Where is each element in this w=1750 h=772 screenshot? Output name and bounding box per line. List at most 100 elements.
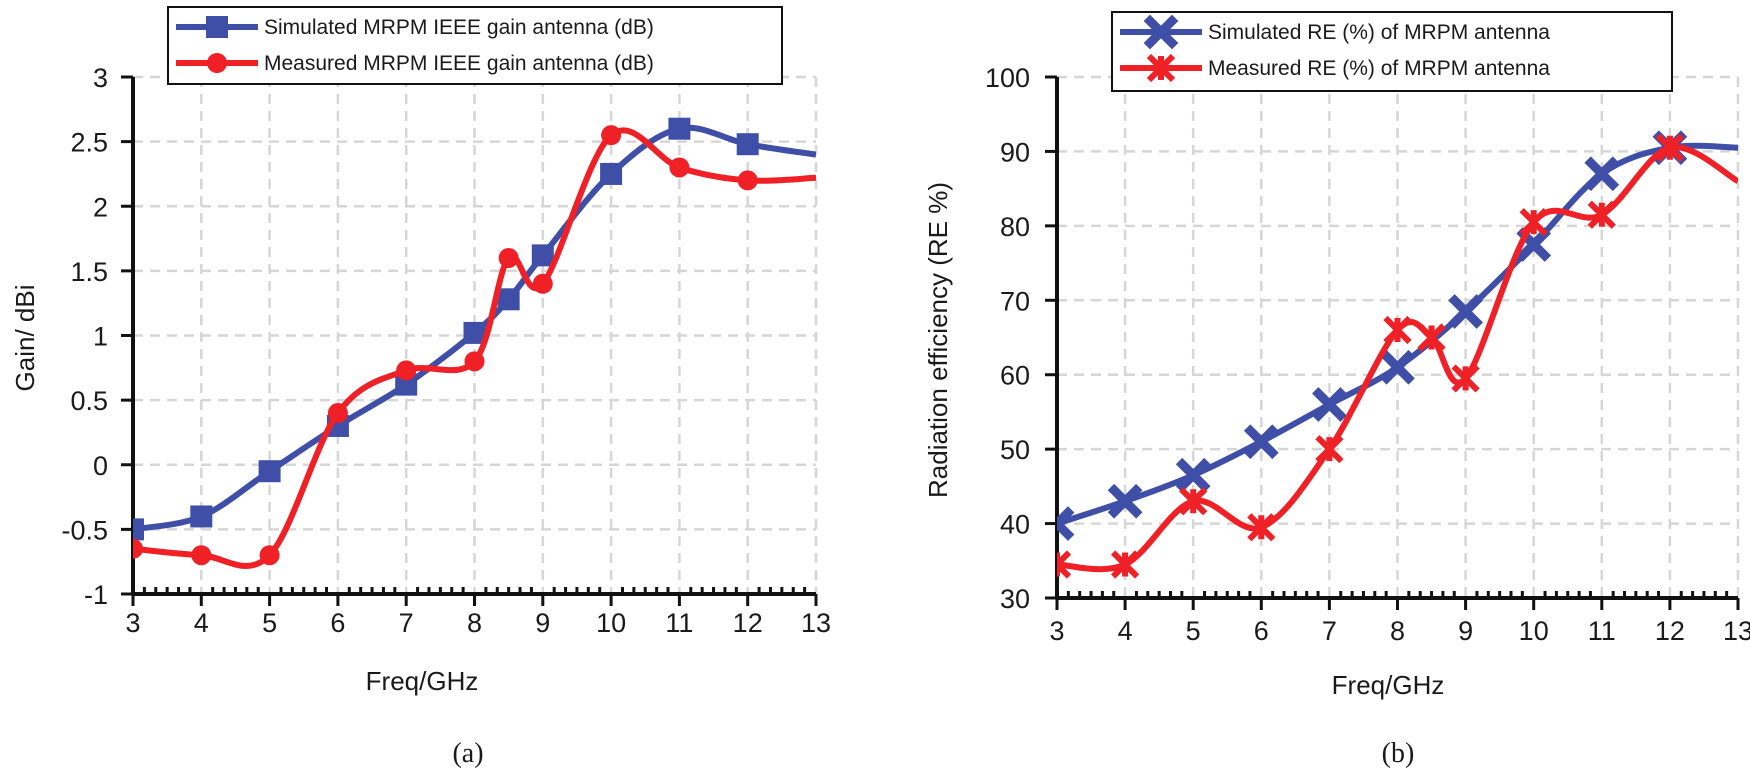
chart-a-ytick-label: -0.5 [61,515,108,545]
chart-b-caption: (b) [1382,738,1415,769]
chart-b-xtick-label: 7 [1322,616,1337,646]
chart-a-series-0-point [395,373,418,396]
chart-b-series-1-point [1655,133,1685,162]
chart-a: -1 -0.5 0 0.5 1 1.5 2 2.5 3 3 4 5 6 7 8 9 10 11 12 13 Simula… [61,6,831,638]
chart-a-ytick-label: 0.5 [70,386,108,416]
chart-a-series-1-point [498,247,519,268]
chart-a-ylabel: Gain/ dBi [10,285,40,392]
chart-a-xtick-label: 9 [535,608,550,638]
chart-b-series-1-point [1519,208,1548,237]
chart-a-xtick-label: 8 [467,608,482,638]
chart-b-ylabel: Radiation efficiency (RE %) [923,182,953,498]
chart-a-ytick-label: -1 [84,580,108,610]
chart-b-series-1-point [1587,200,1616,229]
chart-b-legend: Simulated RE (%) of MRPM antenna Measured… [1111,11,1673,92]
chart-b-xtick-label: 5 [1186,616,1201,646]
chart-b-series-0-point [1584,156,1620,192]
chart-a-caption: (a) [452,738,483,769]
chart-a-xtick-label: 10 [596,608,626,638]
chart-a-series-0-point [736,133,759,156]
chart-b-legend-swatch-marker [1146,53,1176,83]
chart-b-series-1-point [1110,550,1140,579]
chart-a-series-0-point [463,321,486,344]
chart-a-series-1-point [259,545,280,566]
chart-a-ytick-label: 0 [93,451,108,481]
chart-b-series-1-point [1417,323,1446,352]
chart-b-ytick-label: 60 [1000,361,1030,391]
chart-b-xtick-label: 10 [1519,616,1549,646]
chart-b-series-1-point [1247,513,1276,542]
chart-b-series-0-point [1312,387,1347,422]
chart-a-legend: Simulated MRPM IEEE gain antenna (dB) Mea… [167,6,783,85]
chart-a-legend-label: Measured MRPM IEEE gain antenna (dB) [264,52,654,75]
chart-a-xtick-label: 13 [801,608,831,638]
chart-b-xtick-label: 9 [1458,616,1473,646]
chart-b-ytick-label: 40 [1000,510,1030,540]
chart-b-series-1-point [1451,364,1480,393]
chart-b-xtick-label: 4 [1118,616,1133,646]
chart-a-series-0-point [600,162,623,185]
chart-a-legend-label: Simulated MRPM IEEE gain antenna (dB) [264,16,654,39]
chart-b-series-0-point [1380,349,1415,385]
chart-a-series-1-point [327,403,348,424]
chart-a-series-1-point [737,170,758,191]
chart-a-series-1-line [133,127,816,569]
chart-a-xlabel: Freq/GHz [366,666,479,696]
chart-b-ytick-label: 100 [985,63,1030,93]
chart-a-xtick-label: 7 [399,608,414,638]
chart-b-legend-label: Measured RE (%) of MRPM antenna [1208,57,1550,80]
chart-b-legend-label: Simulated RE (%) of MRPM antenna [1208,21,1550,44]
chart-b-series-1-point [1315,435,1344,464]
chart-a-series-0-point [258,460,281,483]
chart-a-series-1-point [464,351,485,372]
chart-a-series-1-point [396,360,417,381]
chart-a-series-1-point [133,538,143,559]
chart-b-series-0-point [1243,424,1279,460]
chart-b-ytick-label: 70 [1000,286,1030,316]
chart-a-ytick-label: 1.5 [70,257,108,287]
chart-b-series-1 [1057,133,1738,579]
chart-b-series-1-point [1383,315,1412,345]
chart-b-legend-swatch-marker [1143,14,1179,50]
chart-b-xtick-label: 12 [1655,616,1685,646]
chart-a-legend-swatch-marker [207,53,227,73]
chart-a-series-1-point [191,545,212,566]
chart-b-series-1-point [1057,550,1072,579]
chart-b-xtick-label: 13 [1723,616,1750,646]
chart-a-xtick-label: 5 [262,608,277,638]
chart-b-xlabel: Freq/GHz [1332,670,1445,700]
chart-a-xtick-label: 6 [330,608,345,638]
chart-a-series-0-point [190,505,213,528]
chart-a-legend-box [167,6,783,85]
chart-a-ytick-label: 1 [93,322,108,352]
chart-a-ytick-label: 3 [93,63,108,93]
chart-b-xtick-label: 6 [1254,616,1269,646]
chart-a-series-0 [133,117,816,541]
chart-a-series-0-point [133,518,144,541]
chart-a-series-1-point [601,125,622,146]
chart-b-xtick-label: 3 [1049,616,1064,646]
chart-a-series-1-point [532,273,553,294]
chart-a-xtick-label: 3 [125,608,140,638]
chart-a-series-0-point [497,288,520,311]
chart-b-series-0-point [1175,457,1211,493]
chart-b-legend-box [1111,11,1673,92]
chart-a-legend-swatch-marker [206,16,228,38]
chart-a-xtick-label: 4 [194,608,209,638]
chart-b-series-0-point [1448,294,1483,329]
chart-b-series-0-point [1057,506,1075,541]
chart-a-ytick-label: 2.5 [70,128,108,158]
chart-a-series-1-point [669,157,690,178]
chart-b: 30 40 50 60 70 80 90 100 3 4 5 6 7 8 9 10 11 12 13 Simulate… [985,11,1750,646]
chart-b-ytick-label: 80 [1000,212,1030,242]
chart-b-xtick-label: 11 [1588,616,1616,646]
chart-b-ytick-label: 90 [1000,137,1030,167]
chart-a-ytick-label: 2 [93,192,108,222]
chart-a-xtick-label: 11 [665,608,693,638]
chart-b-series-0-point [1107,483,1143,519]
chart-b-xtick-label: 8 [1390,616,1405,646]
chart-b-ytick-label: 30 [1000,584,1030,614]
chart-b-series-1-point [1179,487,1208,516]
chart-a-series-0-point [668,117,691,140]
